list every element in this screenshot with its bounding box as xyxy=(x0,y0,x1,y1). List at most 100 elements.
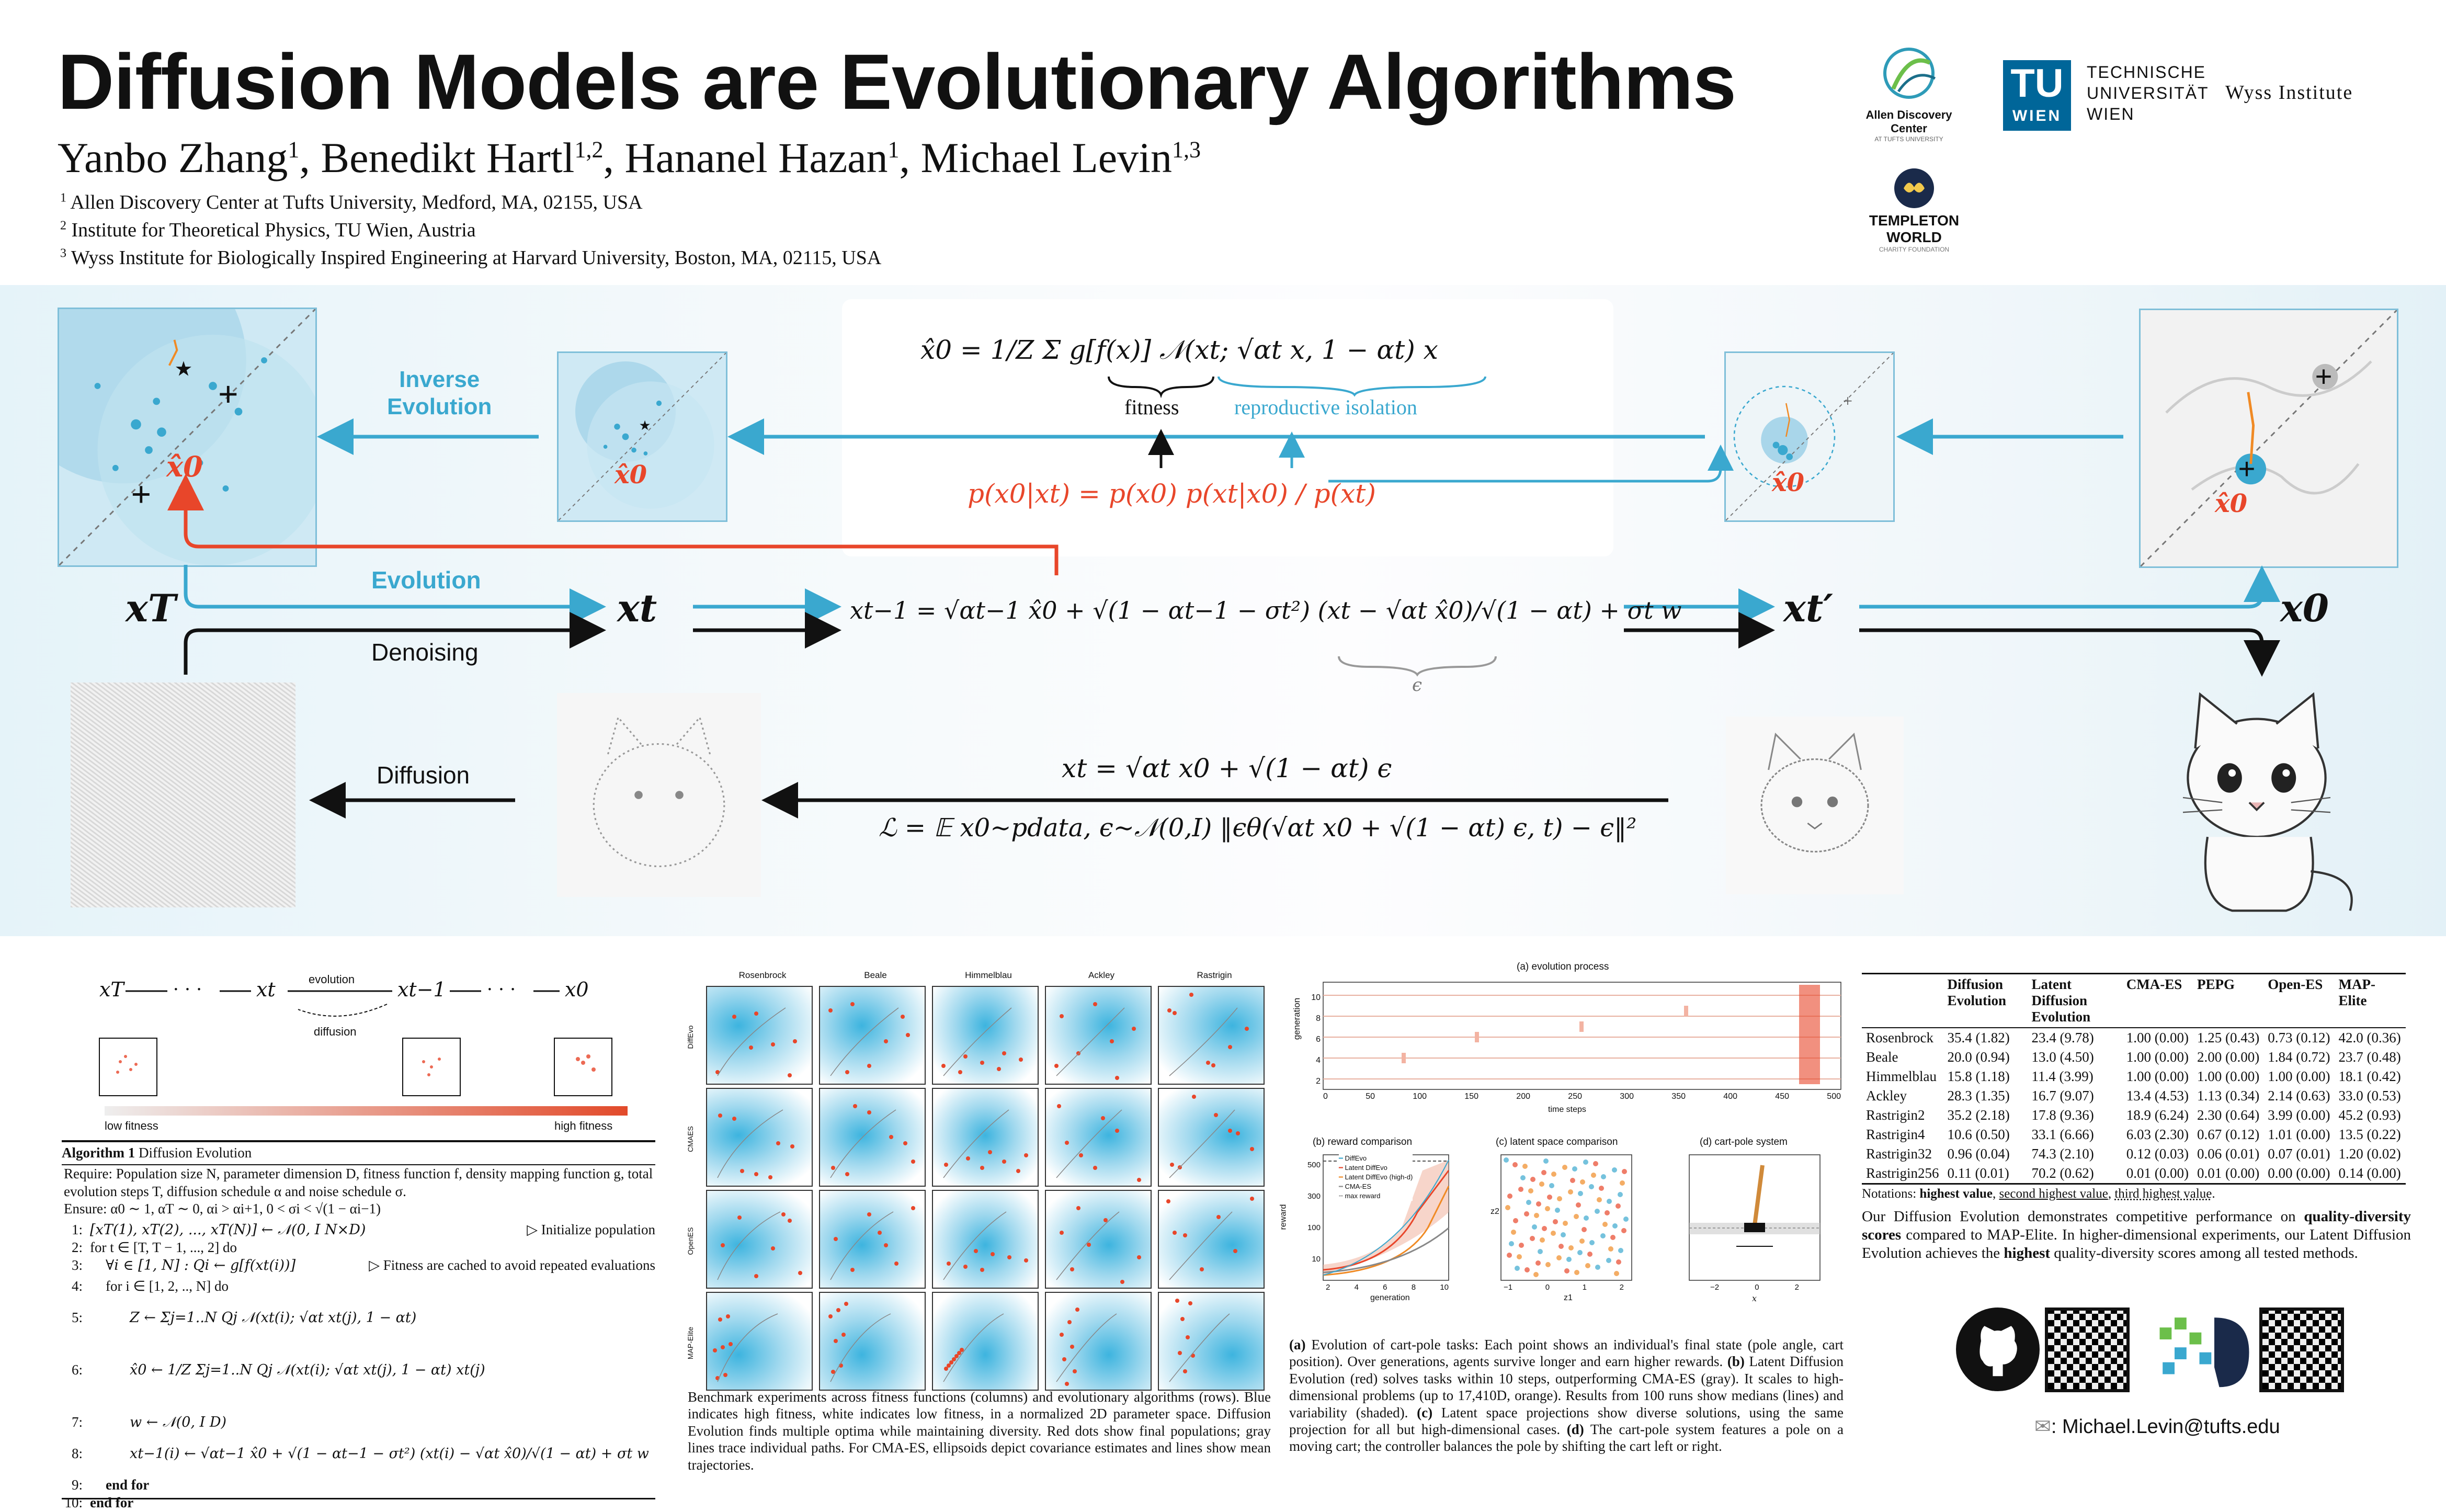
affiliation: 2 Institute for Theoretical Physics, TU … xyxy=(60,219,476,241)
benchmark-cell xyxy=(932,1292,1039,1391)
loss-equation: ℒ = 𝔼 x0∼pdata, ϵ∼𝒩(0,I) ‖ϵθ(√αt x0 + √(… xyxy=(879,813,1637,843)
github-icon[interactable] xyxy=(1956,1308,2040,1391)
benchmark-cell xyxy=(1045,986,1152,1085)
wyss-institute-logo: Wyss Institute xyxy=(2225,82,2353,104)
benchmark-row-label: OpenES xyxy=(686,1227,695,1255)
benchmark-column-label: Rosenbrock xyxy=(738,970,787,980)
benchmark-cell xyxy=(819,1292,926,1391)
fitness-label: fitness xyxy=(1124,395,1179,419)
update-equation: xt−1 = √αt−1 x̂0 + √(1 − αt−1 − σt²) (xt… xyxy=(850,596,1682,624)
table-header: CMA-ES xyxy=(2126,976,2182,992)
x-T-label: xT xyxy=(126,586,176,630)
poster-title: Diffusion Models are Evolutionary Algori… xyxy=(58,38,1736,126)
results-table: Diffusion Evolution Latent Diffusion Evol… xyxy=(1862,973,2406,1185)
results-summary: Our Diffusion Evolution demonstrates com… xyxy=(1862,1208,2411,1261)
algorithm-box: Algorithm 1 Diffusion Evolution Require:… xyxy=(62,1140,655,1510)
benchmark-column-label: Ackley xyxy=(1088,970,1115,980)
reproductive-isolation-label: reproductive isolation xyxy=(1234,395,1417,419)
table-header: Diffusion Evolution xyxy=(1947,976,2007,1008)
table-row: Himmelblau 15.8 (1.18) 11.4 (3.99) 1.00 (0.… xyxy=(1866,1068,2401,1084)
x-tprime-label: xt′ xyxy=(1783,586,1834,630)
benchmark-row-label: CMAES xyxy=(686,1126,695,1152)
clean-cat-sketch xyxy=(2134,675,2380,920)
table-header: PEPG xyxy=(2197,976,2235,992)
benchmark-cell xyxy=(706,1190,813,1289)
benchmark-cell xyxy=(706,1292,813,1391)
cartpole-figure: (a) evolution process generation 10 8 6 4 2 … xyxy=(1266,961,1851,1348)
affiliation: 1 Allen Discovery Center at Tufts Univer… xyxy=(60,191,643,213)
mail-icon: ✉ xyxy=(2034,1416,2051,1438)
forward-diffusion-equation: xt = √αt x0 + √(1 − αt) ϵ xyxy=(1062,753,1392,783)
reward-legend: ━ DiffEvo ━ Latent DiffEvo ━ Latent Diff… xyxy=(1339,1154,1413,1201)
svg-text:+: + xyxy=(131,474,151,514)
table-row: Beale 20.0 (0.94) 13.0 (4.50) 1.00 (0.00) 2.… xyxy=(1866,1049,2401,1065)
benchmark-column-label: Beale xyxy=(864,970,887,980)
tu-wien-logo: TU WIEN xyxy=(2003,60,2071,131)
allen-discovery-center-logo: Allen Discovery Center AT TUFTS UNIVERSI… xyxy=(1846,42,1972,143)
table-header: Open-ES xyxy=(2268,976,2323,992)
benchmark-cell xyxy=(1158,1088,1265,1187)
noisy-cat-sketch xyxy=(557,690,761,900)
table-header: MAP-Elite xyxy=(2338,976,2375,1008)
population-panel-x0: + + xyxy=(2139,309,2398,568)
benchmark-cell xyxy=(1158,986,1265,1085)
benchmark-cell xyxy=(1045,1088,1152,1187)
table-header xyxy=(1862,974,1943,1028)
benchmark-cell xyxy=(932,1190,1039,1289)
benchmark-cell xyxy=(819,1088,926,1187)
author-name: Yanbo Zhang xyxy=(58,134,288,181)
benchmark-grid: Rosenbrock Beale Himmelblau Ackley Rastrigin… xyxy=(685,970,1273,1391)
lab-logo xyxy=(2155,1308,2254,1391)
population-panel-xtprime: + xyxy=(1724,351,1895,522)
svg-text:★: ★ xyxy=(639,418,651,433)
evolution-label: Evolution xyxy=(371,566,481,594)
svg-text:+: + xyxy=(1843,391,1852,410)
cartpole-system-plot xyxy=(1689,1154,1821,1281)
svg-text:★: ★ xyxy=(175,358,193,380)
benchmark-cell xyxy=(932,1088,1039,1187)
benchmark-cell xyxy=(1158,1292,1265,1391)
benchmark-cell xyxy=(706,1088,813,1187)
x-t-label: xt xyxy=(617,586,657,630)
table-row: Rosenbrock 35.4 (1.82) 23.4 (9.78) 1.00 (0.… xyxy=(1866,1030,2401,1045)
benchmark-cell xyxy=(1158,1190,1265,1289)
denoising-label: Denoising xyxy=(371,639,479,666)
benchmark-column-label: Rastrigin xyxy=(1197,970,1232,980)
table-row: Rastrigin256 0.11 (0.01) 70.2 (0.62) 0.01 (… xyxy=(1866,1165,2401,1181)
svg-text:+: + xyxy=(218,374,238,414)
qr-code-icon[interactable] xyxy=(2259,1308,2344,1392)
benchmark-row-label: MAP-Elite xyxy=(686,1326,695,1360)
templeton-world-logo: TEMPLETON WORLD CHARITY FOUNDATION xyxy=(1841,167,1987,253)
svg-text:+: + xyxy=(2315,360,2333,394)
svg-text:+: + xyxy=(2238,452,2256,486)
x0-hat-label: x̂0 xyxy=(2215,489,2248,518)
table-header: Latent Diffusion Evolution xyxy=(2031,976,2091,1025)
benchmark-caption: Benchmark experiments across fitness fun… xyxy=(688,1389,1271,1473)
equation-box xyxy=(842,299,1613,556)
noise-image xyxy=(71,683,295,907)
benchmark-cell xyxy=(706,986,813,1085)
table-notations: Notations: highest value, second highest… xyxy=(1862,1187,2215,1201)
benchmark-cell xyxy=(819,1190,926,1289)
contact-email[interactable]: ✉: Michael.Levin@tufts.edu xyxy=(2034,1416,2280,1438)
benchmark-cell xyxy=(1045,1292,1152,1391)
epsilon-label: ϵ xyxy=(1412,675,1423,696)
x-0-label: x0 xyxy=(2280,586,2329,630)
benchmark-cell xyxy=(932,986,1039,1085)
population-panel-xT: + + ★ xyxy=(58,308,317,567)
author-list: Yanbo Zhang1, Benedikt Hartl1,2, Hananel… xyxy=(58,134,1201,181)
affiliation: 3 Wyss Institute for Biologically Inspir… xyxy=(60,246,882,269)
table-row: Rastrigin4 10.6 (0.50) 33.1 (6.66) 6.03 (2.… xyxy=(1866,1127,2401,1142)
qr-code-icon[interactable] xyxy=(2045,1308,2130,1392)
inverse-evolution-label: Inverse Evolution xyxy=(387,367,492,419)
algorithm-illustration: xT · · · xt xt−1 · · · x0 evolution diff… xyxy=(94,973,638,1132)
author-name: Benedikt Hartl xyxy=(321,134,575,181)
x0-hat-equation: x̂0 = 1/Z Σ g[f(x)] 𝒩(xt; √αt x, 1 − αt)… xyxy=(920,335,1438,365)
table-row: Ackley 28.3 (1.35) 16.7 (9.07) 13.4 (4.53) 1… xyxy=(1866,1088,2401,1104)
cartpole-caption: (a) Evolution of cart-pole tasks: Each p… xyxy=(1289,1337,1844,1454)
diffusion-label: Diffusion xyxy=(377,761,470,789)
author-name: Michael Levin xyxy=(920,134,1172,181)
partially-denoised-cat-sketch xyxy=(1726,701,1904,910)
table-row: Rastrigin32 0.96 (0.04) 74.3 (2.10) 0.12 (0… xyxy=(1866,1146,2401,1162)
